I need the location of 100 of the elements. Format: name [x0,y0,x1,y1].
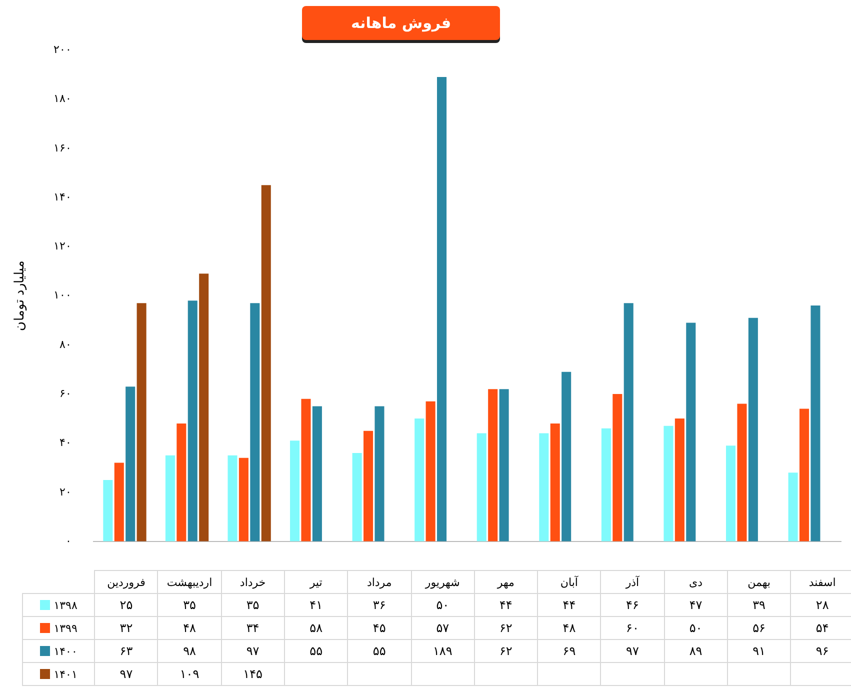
bar [165,455,175,542]
data-label: ۱۸۹ [411,640,474,662]
x-tick-label: شهریور [411,570,474,594]
data-label: ۲۸ [790,594,851,616]
data-label: ۴۵ [348,616,411,640]
data-label: ۳۹ [727,594,791,616]
data-label: ۴۷ [664,594,728,616]
y-tick-label: ۱۸۰ [54,93,72,106]
data-label: ۵۷ [411,616,474,640]
bar [810,306,820,542]
bar [476,433,486,542]
data-label: ۹۷ [221,640,284,662]
bar [624,303,634,542]
data-label: ۵۵ [284,640,348,662]
data-label: ۳۴ [221,616,284,640]
x-tick-label: مهر [474,570,538,594]
x-tick-label: مرداد [348,570,411,594]
bar [352,452,362,542]
data-label: ۹۸ [158,640,222,662]
bar [674,418,684,542]
x-tick-label: دی [664,570,728,594]
bar [726,446,736,542]
bar [788,472,798,542]
bar [103,480,113,542]
x-tick-label: اردیبهشت [158,570,222,594]
data-label: ۵۸ [284,616,348,640]
y-tick-label: ۱۴۰ [54,191,72,204]
data-label: ۵۴ [790,616,851,640]
y-tick-label: ۱۰۰ [54,290,72,302]
data-label: ۹۱ [727,640,791,662]
bar [799,408,810,542]
bar [114,462,124,542]
data-label: ۵۰ [411,594,474,616]
data-label: ۴۸ [538,616,601,640]
data-label: ۵۶ [727,616,791,640]
x-tick-label: فروردین [94,570,158,594]
data-label: ۲۵ [94,594,158,616]
bar [426,401,436,542]
bar [748,318,758,542]
bar [414,418,424,542]
data-label: ۳۵ [221,594,284,616]
bar [737,404,747,542]
chart-title: فروش ماهانه [302,6,500,40]
y-tick-label: ۱۶۰ [54,142,72,154]
bar [612,394,622,542]
y-tick-label: ۲۰ [60,486,72,498]
bar [374,406,384,542]
x-tick-label: بهمن [727,570,791,594]
data-label: ۴۱ [284,594,348,616]
bar [312,406,322,542]
data-label: ۳۲ [94,616,158,640]
y-tick-label: ۲۰۰ [54,44,72,56]
x-tick-label: تیر [284,570,348,594]
y-tick-label: ۸۰ [60,338,72,351]
bar [488,389,498,542]
y-tick-label: ۱۲۰ [54,240,72,253]
y-axis-title: میلیارد تومان [11,260,28,332]
x-tick-label: اسفند [790,570,851,594]
y-tick-label: ۶۰ [60,388,72,400]
data-label: ۱۰۹ [158,662,222,686]
bar [601,428,611,542]
data-label: ۸۹ [664,640,728,662]
legend-label: ۱۳۹۸ [22,594,95,616]
legend-label: ۱۴۰۰ [22,640,95,662]
bar [364,430,374,542]
data-label: ۵۵ [348,640,411,662]
bar [539,433,549,542]
data-label: ۹۶ [790,640,851,662]
bar [199,274,209,542]
bar [176,423,186,542]
bar [664,426,674,542]
bar [238,458,248,542]
bar [126,386,136,542]
bar [550,423,560,542]
data-label: ۶۹ [538,640,601,662]
x-tick-label: آبان [538,570,601,594]
bar [290,440,300,542]
legend-label: ۱۴۰۱ [22,662,95,686]
data-label: ۹۷ [600,640,664,662]
data-label: ۳۵ [158,594,222,616]
data-label: ۴۴ [474,594,538,616]
data-label: ۴۸ [158,616,222,640]
y-tick-label: ۴۰ [60,437,72,450]
bar [301,398,311,542]
bar [686,322,696,542]
x-tick-label: آذر [600,570,664,594]
legend-label: ۱۳۹۹ [22,616,95,640]
bar [437,77,447,542]
y-tick-label: ۰ [66,535,72,548]
data-label: ۵۰ [664,616,728,640]
data-label: ۴۴ [538,594,601,616]
x-tick-label: خرداد [221,570,284,594]
data-label: ۶۰ [600,616,664,640]
bar [136,303,146,542]
bar [250,303,260,542]
data-label: ۶۲ [474,616,538,640]
data-label: ۹۷ [94,662,158,686]
data-label: ۶۳ [94,640,158,662]
data-label: ۱۴۵ [221,662,284,686]
data-label: ۴۶ [600,594,664,616]
